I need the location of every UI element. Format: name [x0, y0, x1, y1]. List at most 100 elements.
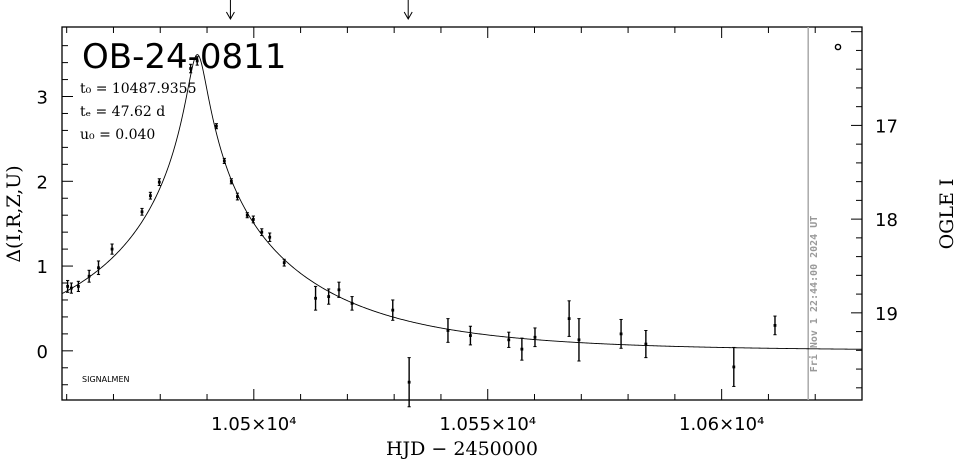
data-point: [214, 123, 218, 130]
event-arrow-icon: [225, 0, 235, 21]
data-marker: [314, 296, 317, 300]
y2-axis-title: OGLE I: [936, 179, 958, 250]
data-marker: [407, 380, 411, 384]
data-marker: [140, 210, 144, 214]
axis-ticks: 1.05×10⁴ 1.055×10⁴ 1.06×10⁴ 0 1 2 3 17 18 19: [37, 27, 898, 435]
data-point: [148, 191, 153, 200]
data-point: [350, 296, 354, 311]
data-point: [251, 215, 255, 224]
data-point: [235, 192, 240, 201]
data-marker: [236, 195, 239, 198]
event-arrows: [225, 0, 413, 21]
data-point: [245, 212, 249, 219]
data-point: [773, 315, 777, 336]
data-marker: [149, 194, 152, 198]
x-tick-label: 1.05×10⁴: [211, 414, 296, 435]
y-tick-label: 1: [37, 257, 48, 278]
x-axis-title: HJD − 2450000: [386, 438, 538, 459]
data-point: [87, 269, 91, 283]
data-marker: [773, 324, 777, 327]
data-marker: [69, 286, 73, 290]
param-t0: t₀ = 10487.9355: [80, 81, 196, 97]
x-tick-label: 1.055×10⁴: [439, 414, 536, 435]
status-dot-icon: [834, 43, 842, 51]
data-point: [268, 232, 272, 242]
data-marker: [577, 338, 581, 342]
data-marker: [469, 334, 472, 337]
data-marker: [533, 335, 537, 339]
x-tick-label: 1.06×10⁴: [679, 414, 764, 435]
event-title: OB-24-0811: [82, 37, 286, 77]
data-marker: [391, 308, 395, 312]
plot-frame: [61, 26, 863, 401]
data-point: [533, 327, 537, 348]
data-point: [507, 331, 511, 348]
data-point: [189, 63, 193, 74]
data-point: [644, 329, 648, 359]
data-marker: [195, 59, 199, 63]
data-marker: [157, 180, 161, 184]
plot-border: [61, 26, 863, 401]
data-marker: [337, 288, 341, 292]
data-point: [619, 318, 623, 349]
data-marker: [76, 285, 80, 288]
y2-tick-label: 17: [875, 116, 898, 137]
param-te: tₑ = 47.62 d: [80, 104, 165, 120]
data-point: [66, 279, 70, 293]
data-point: [337, 281, 341, 298]
data-point: [468, 325, 473, 346]
data-marker: [251, 218, 255, 221]
data-marker: [189, 67, 193, 70]
data-point: [260, 228, 264, 237]
event-arrow-icon: [403, 0, 413, 21]
data-marker: [732, 365, 736, 369]
data-point: [577, 318, 581, 362]
current-time-label: Fri Nov 1 22:44:00 2024 UT: [808, 216, 820, 373]
y-tick-label: 2: [37, 172, 48, 193]
data-point: [195, 56, 199, 66]
data-point: [76, 280, 80, 292]
data-point: [110, 243, 114, 255]
data-point: [567, 300, 571, 337]
data-point: [407, 357, 411, 408]
y-tick-label: 0: [37, 342, 48, 363]
data-point: [69, 282, 73, 294]
data-marker: [350, 301, 354, 305]
data-point: [140, 207, 144, 216]
y-tick-label: 3: [37, 88, 48, 109]
model-curve: [61, 54, 863, 350]
data-marker: [66, 285, 70, 288]
param-u0: u₀ = 0.040: [80, 127, 155, 143]
data-marker: [260, 230, 264, 234]
y-axis-title: Δ(I,R,Z,U): [3, 165, 25, 262]
arrow-head: [225, 11, 235, 21]
data-marker: [87, 274, 91, 278]
data-marker: [327, 295, 331, 298]
data-marker: [110, 247, 114, 251]
data-point: [327, 288, 331, 305]
data-point: [313, 285, 318, 311]
data-point: [520, 337, 524, 361]
data-point: [229, 178, 233, 185]
y2-tick-label: 18: [875, 210, 898, 231]
data-marker: [644, 342, 648, 346]
data-marker: [520, 347, 524, 351]
data-point: [732, 346, 736, 387]
data-marker: [214, 124, 218, 128]
data-marker: [222, 159, 226, 163]
data-marker: [446, 329, 450, 332]
data-point: [222, 157, 226, 164]
arrow-head: [403, 11, 413, 21]
y2-tick-label: 19: [875, 304, 898, 325]
data-point: [391, 299, 395, 321]
data-marker: [245, 213, 249, 217]
data-marker: [567, 317, 571, 321]
data-marker: [619, 332, 623, 336]
data-marker: [97, 266, 100, 270]
data-point: [446, 318, 450, 343]
model-curve-path: [61, 54, 863, 350]
data-point: [96, 260, 101, 276]
credit-label: SIGNALMEN: [82, 375, 130, 384]
data-marker: [282, 261, 286, 265]
